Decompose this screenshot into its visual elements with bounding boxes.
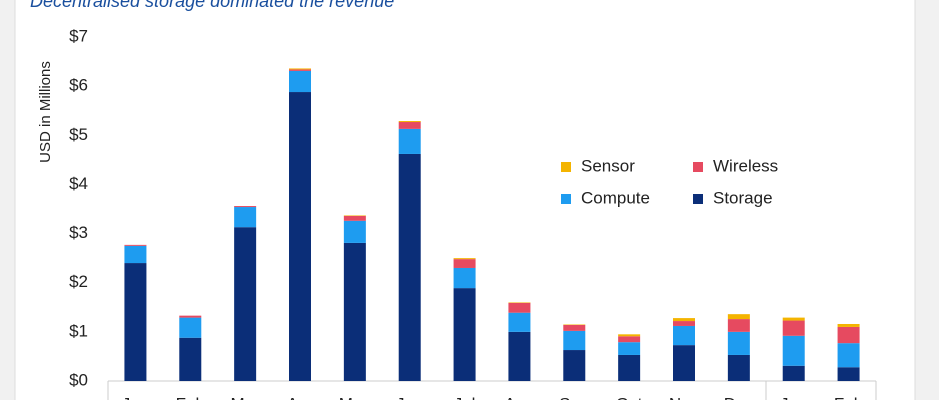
bar-segment [673,325,695,346]
bar-segment [179,317,202,338]
bar-segment [289,92,311,381]
bar-segment [563,350,586,381]
bar-segment [782,335,805,366]
legend-swatch [693,194,703,204]
bar-segment [782,365,805,381]
x-tick-label: Oct [616,394,643,400]
legend-label: Compute [581,188,650,207]
bar-segment [673,318,695,322]
bar-segment [124,263,147,381]
bar-segment [563,324,586,331]
legend-label: Storage [713,188,773,207]
bar-segment [618,354,641,381]
x-tick-label: Jul [454,394,476,400]
x-tick-label: Feb [176,394,205,400]
bar-segment [673,345,695,381]
bar-segment [289,68,311,70]
x-tick-label: Sep [559,394,589,400]
bar-segment [289,69,311,71]
legend-swatch [561,194,571,204]
bar-segment [343,220,366,243]
y-tick-label: $6 [69,76,88,95]
bar-segment [782,320,805,336]
x-tick-label: Jun [396,394,423,400]
y-tick-label: $0 [69,370,88,389]
x-tick-label: Apr [287,394,314,400]
chart-subtitle: Decentralised storage dominated the reve… [30,0,394,11]
bar-segment [343,215,366,221]
bar-segment [727,314,750,320]
bar-segment [343,242,366,381]
bar-segment [508,331,531,381]
bar-segment [398,121,421,123]
legend-swatch [561,162,571,172]
bar-segment [563,330,586,351]
bar-segment [618,336,641,343]
bar-segment [398,128,421,154]
bar-segment [398,153,421,381]
bar-segment [618,342,641,355]
legend-label: Sensor [581,156,635,175]
bar-segment [453,259,476,268]
bar-segment [618,334,641,337]
y-tick-label: $5 [69,125,88,144]
x-tick-label: Jan [780,394,807,400]
x-tick-label: Aug [504,394,534,400]
y-tick-label: $3 [69,223,88,242]
bar-segment [727,354,750,381]
bar-segment [234,207,257,228]
bar-segment [179,315,202,318]
bar-segment [289,70,311,93]
bar-segment [453,288,476,381]
x-tick-label: Dec [724,394,755,400]
bar-segment [234,206,257,208]
bar-segment [508,302,531,313]
bar-segment [727,319,750,332]
bar-segment [398,122,421,129]
x-tick-label: May [339,394,372,400]
bar-segment [673,321,695,326]
bar-segment [837,343,860,368]
y-tick-label: $7 [69,26,88,45]
x-tick-label: Mar [231,394,261,400]
bar-segment [837,367,860,381]
legend-label: Wireless [713,156,778,175]
bar-segment [179,337,202,381]
y-tick-label: $2 [69,272,88,291]
bar-segment [124,244,147,246]
legend-swatch [693,162,703,172]
x-tick-label: Feb [834,394,863,400]
bar-segment [234,227,257,381]
y-axis-label: USD in Millions [37,61,54,163]
bar-segment [453,267,476,289]
bar-segment [782,317,805,321]
x-tick-label: Nov [669,394,700,400]
bar-segment [508,312,531,332]
bar-segment [727,331,750,355]
bar-segment [837,326,860,344]
bar-segment [453,258,476,260]
bar-segment [124,245,147,264]
y-tick-label: $4 [69,174,88,193]
y-tick-label: $1 [69,321,88,340]
x-tick-label: Jan [122,394,149,400]
bar-segment [837,323,860,327]
